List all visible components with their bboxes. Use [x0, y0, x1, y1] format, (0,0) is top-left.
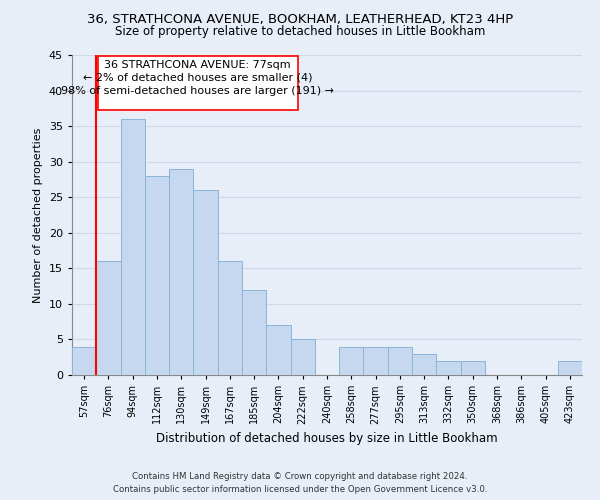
Bar: [193, 190, 218, 375]
Bar: [242, 290, 266, 375]
Text: ← 2% of detached houses are smaller (4): ← 2% of detached houses are smaller (4): [83, 73, 313, 83]
Bar: [96, 261, 121, 375]
Y-axis label: Number of detached properties: Number of detached properties: [33, 128, 43, 302]
Bar: [412, 354, 436, 375]
Bar: [364, 346, 388, 375]
Bar: [121, 119, 145, 375]
Text: 36 STRATHCONA AVENUE: 77sqm: 36 STRATHCONA AVENUE: 77sqm: [104, 60, 291, 70]
X-axis label: Distribution of detached houses by size in Little Bookham: Distribution of detached houses by size …: [156, 432, 498, 445]
Bar: [266, 325, 290, 375]
Bar: [436, 361, 461, 375]
Bar: [218, 261, 242, 375]
Bar: [339, 346, 364, 375]
Bar: [145, 176, 169, 375]
Bar: [169, 169, 193, 375]
FancyBboxPatch shape: [97, 56, 298, 110]
Bar: [290, 340, 315, 375]
Text: Size of property relative to detached houses in Little Bookham: Size of property relative to detached ho…: [115, 25, 485, 38]
Text: Contains HM Land Registry data © Crown copyright and database right 2024.
Contai: Contains HM Land Registry data © Crown c…: [113, 472, 487, 494]
Text: 98% of semi-detached houses are larger (191) →: 98% of semi-detached houses are larger (…: [61, 86, 334, 96]
Text: 36, STRATHCONA AVENUE, BOOKHAM, LEATHERHEAD, KT23 4HP: 36, STRATHCONA AVENUE, BOOKHAM, LEATHERH…: [87, 12, 513, 26]
Bar: [388, 346, 412, 375]
Bar: [461, 361, 485, 375]
Bar: [72, 346, 96, 375]
Bar: [558, 361, 582, 375]
